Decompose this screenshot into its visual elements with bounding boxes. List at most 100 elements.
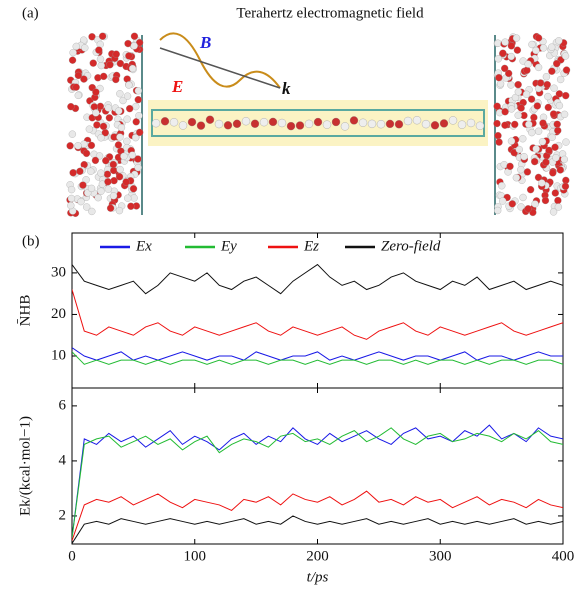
water-atom (523, 168, 532, 176)
water-atom (522, 90, 531, 98)
water-atom (530, 113, 538, 122)
water-atom (106, 204, 115, 212)
y-tick-label: 4 (59, 452, 67, 468)
water-atom (74, 142, 82, 150)
water-atom (187, 117, 197, 127)
water-atom (506, 162, 514, 170)
water-atom (560, 110, 569, 119)
water-atom (514, 111, 522, 119)
water-atom (88, 33, 96, 41)
water-atom (501, 108, 509, 116)
water-atom (534, 127, 543, 135)
water-atom (123, 92, 132, 100)
water-atom (169, 118, 179, 127)
y-tick-label: 10 (51, 347, 66, 363)
water-atom (116, 59, 125, 68)
series-line (72, 515, 563, 544)
water-atom (555, 90, 563, 98)
water-atom (79, 181, 87, 189)
water-atom (103, 170, 112, 178)
water-atom (76, 167, 84, 175)
water-atom (507, 105, 516, 113)
water-atom (160, 117, 170, 126)
water-atom (525, 120, 533, 128)
water-atom (82, 149, 91, 158)
water-atom (91, 156, 100, 165)
water-atom (340, 122, 350, 131)
water-atom (178, 121, 188, 130)
water-atom (77, 197, 85, 206)
water-atom (501, 121, 509, 129)
water-atom (539, 119, 547, 127)
series-line (72, 490, 563, 541)
water-atom (496, 80, 505, 88)
water-atom (134, 155, 142, 163)
water-atom (494, 206, 502, 215)
water-atom (561, 182, 570, 190)
water-atom (95, 152, 104, 160)
water-atom (241, 117, 251, 126)
water-atom (466, 118, 476, 128)
water-atom (135, 112, 143, 120)
water-atom (533, 102, 541, 110)
water-atom (531, 200, 539, 208)
water-atom (528, 128, 536, 137)
water-atom (498, 182, 506, 190)
water-atom (68, 130, 77, 138)
water-atom (550, 84, 558, 92)
water-atom (513, 46, 522, 54)
water-atom (551, 143, 559, 151)
water-atom (90, 103, 98, 111)
water-atom (511, 120, 519, 129)
panel-b: (b) 10 20 30 N̄HB Ex Ey Ez Zero-field 2 4 6 0 100 200 3… (17, 232, 574, 585)
water-atom (553, 59, 561, 68)
water-atom (562, 91, 570, 100)
water-atom (532, 145, 540, 153)
y-axis-label: N̄HB (17, 295, 33, 327)
water-atom (304, 119, 314, 129)
water-atom (507, 81, 515, 89)
water-atom (349, 116, 359, 125)
water-atom (125, 52, 133, 60)
water-atom (109, 160, 117, 169)
water-atom (205, 115, 215, 124)
water-atom (82, 176, 90, 184)
water-atom (87, 141, 96, 150)
water-atom (214, 119, 224, 129)
water-atom (85, 125, 94, 133)
water-atom (549, 208, 558, 216)
water-atom (523, 66, 531, 74)
water-atom (501, 38, 509, 46)
panel-title: Terahertz electromagnetic field (236, 5, 424, 21)
water-atom (556, 166, 564, 174)
water-atom (67, 185, 76, 194)
water-atom (130, 194, 138, 202)
water-atom (549, 110, 558, 118)
water-atom (115, 173, 124, 181)
water-atom (457, 120, 467, 129)
water-atom (125, 81, 133, 89)
water-atom (97, 169, 105, 177)
water-atom (106, 61, 114, 69)
water-atom (99, 122, 108, 131)
y-tick-label: 30 (51, 264, 66, 280)
water-atom (554, 196, 562, 205)
water-atom (493, 119, 501, 128)
water-atom (151, 119, 161, 128)
k-label: k (282, 79, 291, 98)
water-atom (475, 121, 485, 130)
water-atom (132, 102, 140, 111)
water-atom (295, 121, 305, 130)
chart: 2 4 6 0 100 200 300 400 t/ps Ek/(kcal·mol−1) (17, 387, 574, 585)
y-axis-label: Ek/(kcal·mol−1) (17, 416, 33, 516)
water-atom (548, 67, 556, 75)
water-atom (277, 118, 287, 128)
propagation-axis (159, 47, 281, 89)
water-atom (539, 44, 548, 52)
water-atom (501, 64, 509, 73)
water-atom (499, 49, 507, 57)
water-atom (130, 32, 139, 40)
e-label: E (171, 77, 183, 96)
water-atom (562, 66, 571, 74)
water-atom (385, 119, 395, 129)
